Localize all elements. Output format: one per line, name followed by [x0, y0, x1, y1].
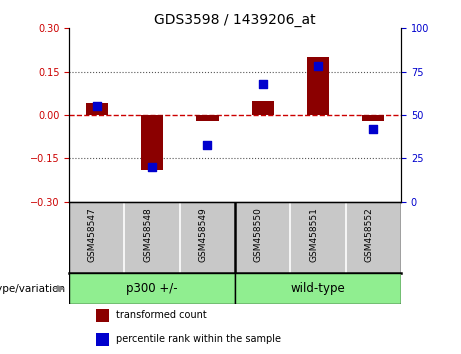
Point	[204, 142, 211, 147]
Bar	[196, 115, 219, 121]
Point	[314, 64, 322, 69]
Text: transformed count: transformed count	[116, 310, 207, 320]
Bar	[141, 115, 163, 170]
Text: GSM458548: GSM458548	[143, 207, 152, 262]
Bar	[69, 273, 235, 304]
Bar	[96, 333, 109, 346]
Text: GSM458552: GSM458552	[364, 207, 373, 262]
Text: GSM458551: GSM458551	[309, 207, 318, 262]
Point	[93, 103, 100, 109]
Text: genotype/variation: genotype/variation	[0, 284, 66, 293]
Text: GSM458549: GSM458549	[198, 207, 207, 262]
Text: p300 +/-: p300 +/-	[126, 282, 178, 295]
Bar	[235, 273, 401, 304]
Bar	[86, 103, 108, 115]
Text: GSM458550: GSM458550	[254, 207, 263, 262]
Point	[370, 126, 377, 132]
Text: wild-type: wild-type	[291, 282, 345, 295]
Bar	[362, 115, 384, 121]
Point	[148, 164, 156, 170]
Text: percentile rank within the sample: percentile rank within the sample	[116, 335, 281, 344]
Point	[259, 81, 266, 87]
Bar	[96, 309, 109, 322]
Bar	[252, 101, 274, 115]
Text: GSM458547: GSM458547	[88, 207, 97, 262]
Title: GDS3598 / 1439206_at: GDS3598 / 1439206_at	[154, 13, 316, 27]
Bar	[307, 57, 329, 115]
